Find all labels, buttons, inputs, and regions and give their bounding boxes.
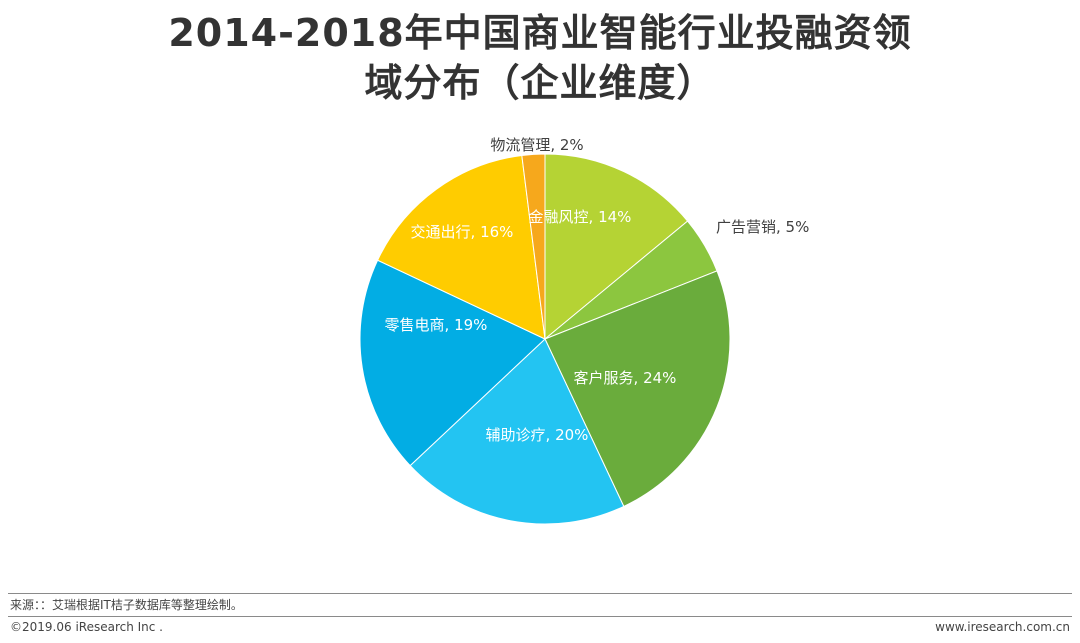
slice-data-label: 广告营销, 5% [716,218,809,236]
website-link[interactable]: www.iresearch.com.cn [935,620,1070,634]
source-note: 来源：：艾瑞根据IT桔子数据库等整理绘制。 [10,598,243,612]
pie-labels: 金融风控, 14% 广告营销, 5% 客户服务, 24% 辅助诊疗, 20% 零售电商,… [385,136,810,444]
footer-divider-top [8,593,1072,594]
pie-slice [521,153,546,340]
slice-data-label: 零售电商, 19% [385,316,488,334]
pie-slice [376,154,546,340]
pie-slice [359,259,546,467]
slice-data-label: 物流管理, 2% [490,136,583,154]
pie-slice [544,270,731,508]
slice-data-label: 辅助诊疗, 20% [486,426,589,444]
chart-title: 2014-2018年中国商业智能行业投融资领 域分布（企业维度） [0,8,1080,108]
chart-title-line-1: 2014-2018年中国商业智能行业投融资领 [168,11,912,55]
slice-data-label: 客户服务, 24% [574,369,677,387]
slice-data-label: 交通出行, 16% [411,223,514,241]
pie-slice [409,338,625,525]
pie-slices [359,153,731,525]
pie-slice [544,153,689,341]
copyright-text: ©2019.06 iResearch Inc . [10,620,163,634]
chart-title-line-2: 域分布（企业维度） [364,61,716,105]
slice-data-label: 金融风控, 14% [529,208,632,226]
footer-divider-bottom [8,616,1072,617]
